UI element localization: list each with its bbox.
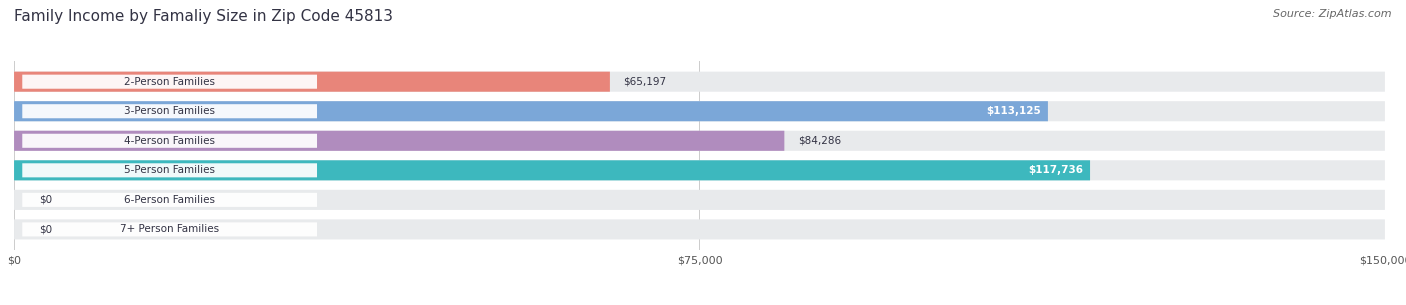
FancyBboxPatch shape [14, 72, 610, 92]
FancyBboxPatch shape [22, 193, 316, 207]
FancyBboxPatch shape [14, 101, 1385, 121]
Text: $84,286: $84,286 [799, 136, 841, 146]
Text: 5-Person Families: 5-Person Families [124, 165, 215, 175]
FancyBboxPatch shape [14, 131, 785, 151]
Text: 7+ Person Families: 7+ Person Families [120, 224, 219, 235]
Text: 4-Person Families: 4-Person Families [124, 136, 215, 146]
Text: 3-Person Families: 3-Person Families [124, 106, 215, 116]
FancyBboxPatch shape [14, 190, 1385, 210]
Text: $0: $0 [39, 195, 52, 205]
Text: Family Income by Famaliy Size in Zip Code 45813: Family Income by Famaliy Size in Zip Cod… [14, 9, 394, 24]
FancyBboxPatch shape [14, 72, 1385, 92]
Text: $113,125: $113,125 [986, 106, 1040, 116]
Text: $117,736: $117,736 [1028, 165, 1083, 175]
Text: 6-Person Families: 6-Person Families [124, 195, 215, 205]
Text: 2-Person Families: 2-Person Families [124, 77, 215, 87]
FancyBboxPatch shape [22, 104, 316, 118]
FancyBboxPatch shape [22, 75, 316, 89]
Text: Source: ZipAtlas.com: Source: ZipAtlas.com [1274, 9, 1392, 19]
FancyBboxPatch shape [14, 131, 1385, 151]
Text: $65,197: $65,197 [624, 77, 666, 87]
FancyBboxPatch shape [14, 160, 1385, 180]
FancyBboxPatch shape [22, 134, 316, 148]
FancyBboxPatch shape [14, 219, 1385, 239]
FancyBboxPatch shape [22, 222, 316, 236]
FancyBboxPatch shape [14, 160, 1090, 180]
FancyBboxPatch shape [14, 101, 1047, 121]
FancyBboxPatch shape [22, 163, 316, 177]
Text: $0: $0 [39, 224, 52, 235]
